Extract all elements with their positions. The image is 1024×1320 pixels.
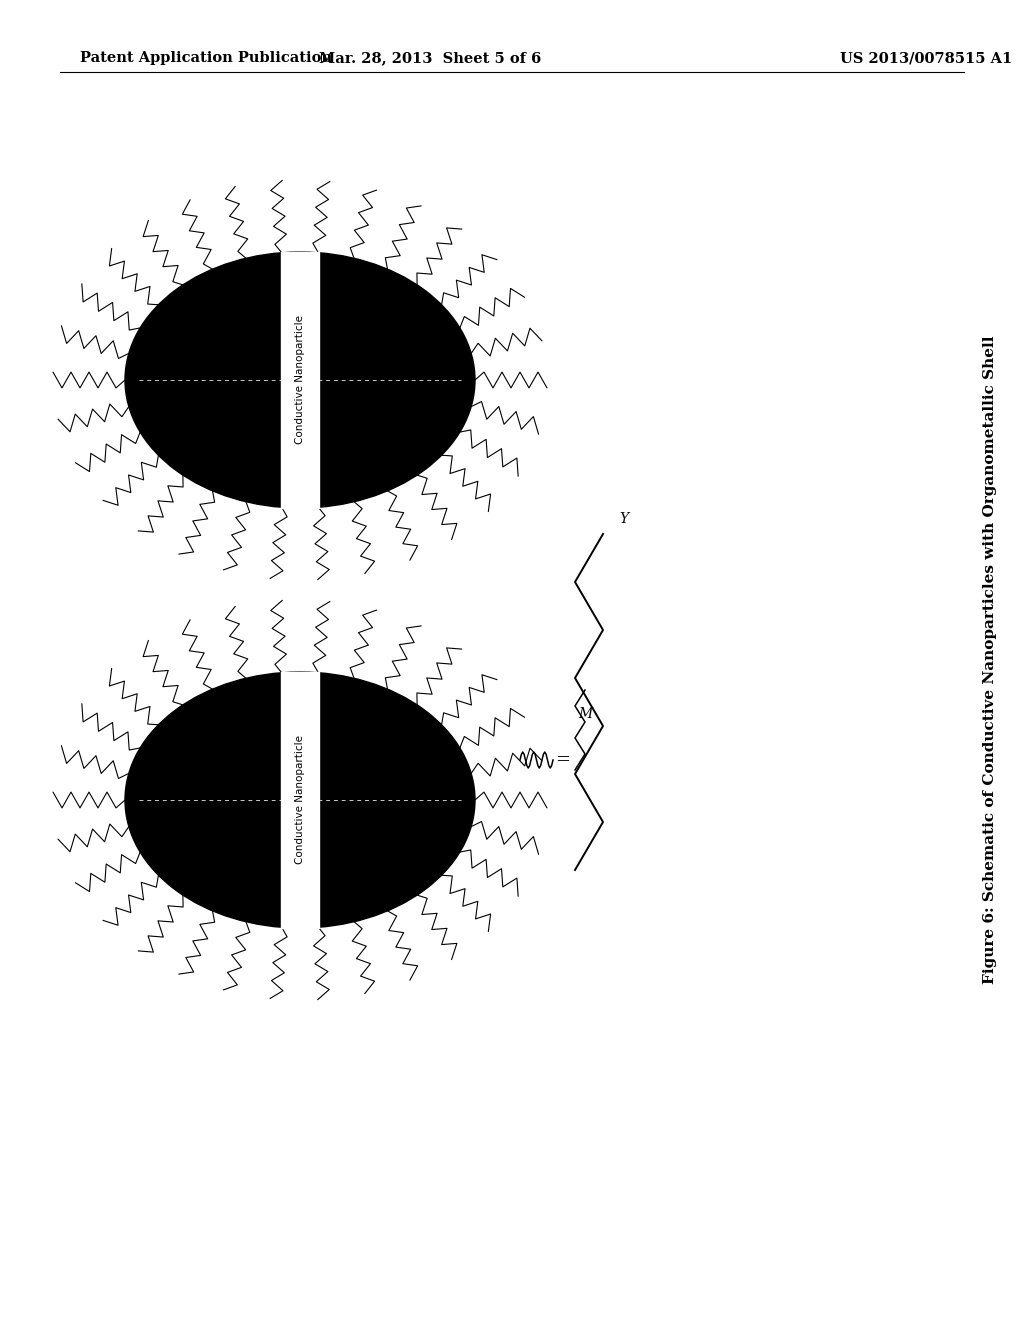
Text: US 2013/0078515 A1: US 2013/0078515 A1 <box>840 51 1013 65</box>
Text: M: M <box>578 708 592 721</box>
Text: Mar. 28, 2013  Sheet 5 of 6: Mar. 28, 2013 Sheet 5 of 6 <box>318 51 541 65</box>
Text: Conductive Nanoparticle: Conductive Nanoparticle <box>295 315 305 445</box>
Text: Patent Application Publication: Patent Application Publication <box>80 51 332 65</box>
Ellipse shape <box>125 252 475 508</box>
Text: =: = <box>555 751 570 770</box>
Text: Conductive Nanoparticle: Conductive Nanoparticle <box>295 735 305 865</box>
Bar <box>281 252 319 508</box>
Ellipse shape <box>125 672 475 928</box>
Text: Y: Y <box>618 512 628 525</box>
Bar <box>281 672 319 928</box>
Text: Figure 6: Schematic of Conductive Nanoparticles with Organometallic Shell: Figure 6: Schematic of Conductive Nanopa… <box>983 335 997 985</box>
